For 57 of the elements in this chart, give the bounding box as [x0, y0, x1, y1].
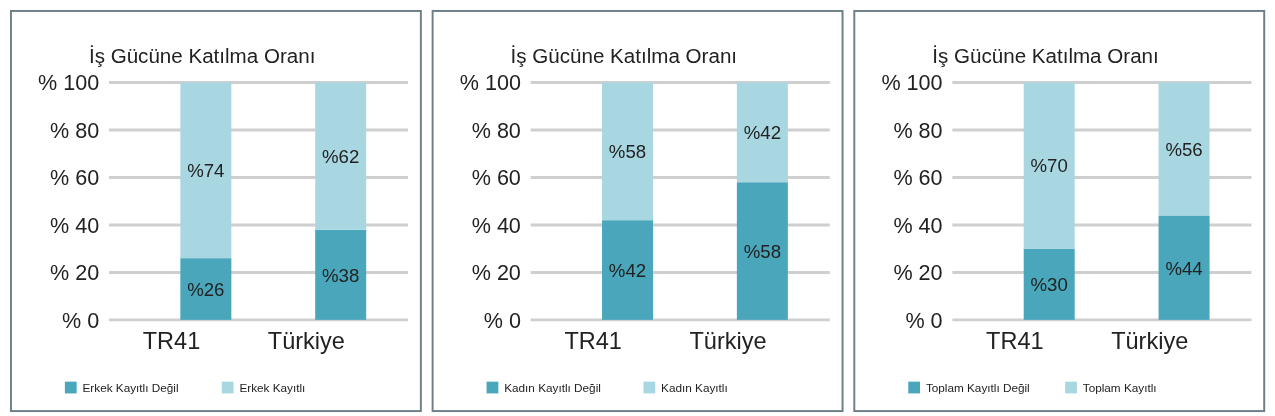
x-tick-label: Türkiye: [1111, 328, 1189, 355]
bar: [315, 82, 367, 230]
x-tick-label: TR41: [564, 328, 622, 355]
y-tick-label: % 20: [893, 260, 943, 286]
y-tick-label: % 0: [483, 307, 521, 333]
data-label: %38: [322, 264, 360, 286]
y-tick-label: % 100: [881, 70, 943, 96]
bar: [602, 220, 654, 320]
y-tick-label: % 80: [893, 117, 943, 143]
bar: [180, 82, 232, 259]
bar: [1023, 248, 1075, 320]
y-tick-label: % 40: [893, 212, 943, 238]
bar: [1158, 215, 1210, 320]
legend-label: Erkek Kayıtlı Değil: [82, 381, 179, 395]
data-label: %42: [743, 122, 782, 144]
data-label: %58: [608, 141, 647, 163]
bar: [180, 258, 232, 320]
data-label: %26: [187, 278, 225, 300]
y-tick-label: % 60: [471, 165, 521, 191]
legend-label: Erkek Kayıtlı: [239, 381, 306, 395]
y-tick-label: % 20: [471, 260, 521, 286]
x-tick-label: Türkiye: [689, 328, 767, 355]
data-label: %74: [187, 160, 225, 182]
data-label: %30: [1030, 274, 1068, 296]
y-tick-label: % 40: [471, 212, 521, 238]
legend-label: Toplam Kayıtlı: [1082, 381, 1157, 395]
bar: [315, 229, 367, 320]
data-label: %58: [743, 240, 782, 262]
legend-label: Kadın Kayıtlı: [661, 381, 728, 395]
y-tick-label: % 0: [905, 307, 943, 333]
y-tick-label: % 60: [50, 165, 100, 191]
y-tick-label: % 100: [459, 70, 521, 96]
y-tick-label: % 80: [50, 117, 100, 143]
data-label: %42: [608, 259, 647, 281]
bar: [602, 82, 654, 221]
x-tick-label: Türkiye: [267, 328, 345, 355]
y-tick-label: % 100: [38, 70, 100, 96]
legend-label: Toplam Kayıtlı Değil: [925, 381, 1030, 395]
bar: [1023, 82, 1075, 249]
y-tick-label: % 20: [50, 260, 100, 286]
data-label: %44: [1165, 257, 1203, 279]
y-tick-label: % 60: [893, 165, 943, 191]
data-label: %62: [322, 145, 360, 167]
bar: [736, 182, 788, 320]
chart-title: İş Gücüne Katılma Oranı: [88, 43, 316, 67]
y-tick-label: % 0: [62, 307, 100, 333]
x-tick-label: TR41: [986, 328, 1044, 355]
data-label: %70: [1030, 155, 1068, 177]
bar: [736, 82, 788, 183]
bar: [1158, 82, 1210, 216]
chart-title: İş Gücüne Katılma Oranı: [510, 43, 738, 67]
chart-title: İş Gücüne Katılma Oranı: [932, 43, 1159, 67]
y-tick-label: % 40: [50, 212, 100, 238]
data-label: %56: [1165, 138, 1203, 160]
y-tick-label: % 80: [471, 117, 521, 143]
legend-label: Kadın Kayıtlı Değil: [504, 381, 601, 395]
x-tick-label: TR41: [142, 328, 201, 355]
